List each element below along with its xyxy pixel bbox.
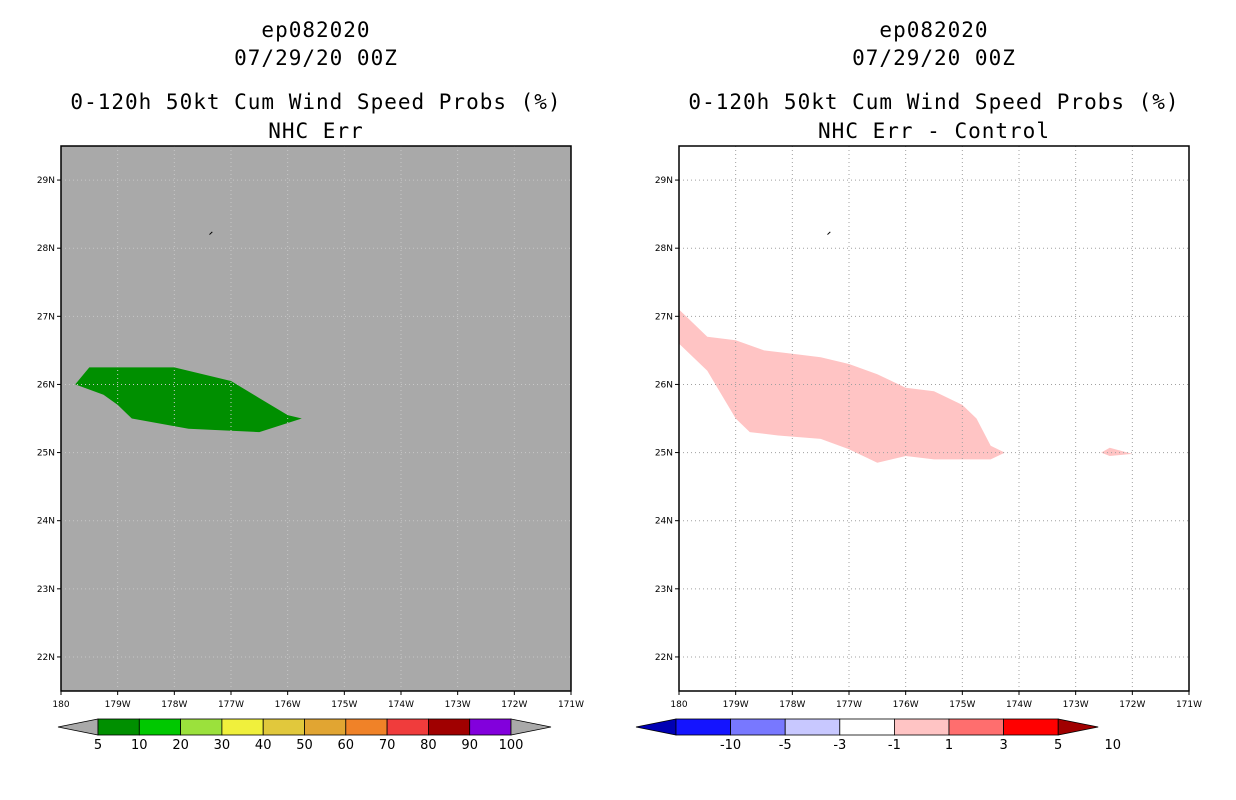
left-colorbar-segment <box>304 718 347 736</box>
right-colorbar-label: 1 <box>945 738 953 753</box>
right-colorbar-label: 3 <box>999 738 1007 753</box>
left-lat-label: 23N <box>37 585 55 595</box>
left-colorbar: 5 10 20 30 40 50 60 70 80 90 100 <box>57 718 552 753</box>
right-island-mark <box>827 231 831 235</box>
right-lat-label: 25N <box>655 449 673 459</box>
right-lon-label: 178W <box>779 700 805 710</box>
right-lon-label: 175W <box>949 700 975 710</box>
right-lat-label: 24N <box>655 517 673 527</box>
right-colorbar-segment <box>675 718 731 736</box>
left-colorbar-arrow-right <box>510 718 552 736</box>
right-colorbar-segment <box>730 718 786 736</box>
left-map-panel: 180 179W 178W 177W 176W 175W 174W 173W 172W 171W 2… <box>37 145 584 710</box>
left-title-variant: NHC Err <box>268 119 364 143</box>
right-colorbar-label: 5 <box>1054 738 1062 753</box>
left-colorbar-segment <box>469 718 512 736</box>
left-lon-label: 176W <box>275 700 301 710</box>
left-lon-label: 180 <box>52 700 69 710</box>
right-colorbar-arrow-right <box>1057 718 1099 736</box>
right-title-variant: NHC Err - Control <box>818 119 1050 143</box>
left-colorbar-label: 5 <box>94 738 102 753</box>
right-lon-label: 172W <box>1119 700 1145 710</box>
right-colorbar-label: -1 <box>888 738 901 753</box>
left-colorbar-label: 90 <box>461 738 478 753</box>
right-lat-label: 29N <box>655 176 673 186</box>
right-map-panel: 180 179W 178W 177W 176W 175W 174W 173W 172W 171W 2… <box>655 145 1202 710</box>
left-map-frame <box>60 145 572 692</box>
left-lat-label: 29N <box>37 176 55 186</box>
right-colorbar-arrow-left <box>635 718 677 736</box>
right-contour-region-2 <box>1101 447 1133 456</box>
right-lon-label: 177W <box>836 700 862 710</box>
left-title-date: 07/29/20 00Z <box>234 46 398 70</box>
right-title-model: ep082020 <box>879 18 989 42</box>
right-colorbar-label: -3 <box>833 738 846 753</box>
right-lat-label: 28N <box>655 244 673 254</box>
left-colorbar-label: 70 <box>379 738 396 753</box>
left-lat-label: 26N <box>37 380 55 390</box>
left-colorbar-label: 10 <box>131 738 148 753</box>
left-lat-label: 25N <box>37 449 55 459</box>
right-colorbar-segment <box>1003 718 1059 736</box>
right-colorbar-label: -5 <box>779 738 792 753</box>
left-colorbar-segment <box>386 718 429 736</box>
left-lon-label: 174W <box>388 700 414 710</box>
left-colorbar-segment <box>427 718 471 736</box>
right-colorbar-segment <box>894 718 950 736</box>
left-colorbar-label: 30 <box>214 738 231 753</box>
left-island-mark <box>209 231 213 235</box>
left-colorbar-label: 40 <box>255 738 272 753</box>
left-lon-label: 175W <box>331 700 357 710</box>
right-lon-label: 180 <box>670 700 687 710</box>
left-colorbar-segment <box>180 718 223 736</box>
left-lat-label: 27N <box>37 312 55 322</box>
left-lat-label: 28N <box>37 244 55 254</box>
right-contour-region-1 <box>679 309 1005 463</box>
left-colorbar-segment <box>221 718 264 736</box>
left-colorbar-label: 50 <box>296 738 313 753</box>
left-lon-label: 179W <box>105 700 131 710</box>
right-lon-label: 176W <box>893 700 919 710</box>
right-colorbar-segment <box>839 718 895 736</box>
right-title-product: 0-120h 50kt Cum Wind Speed Probs (%) <box>688 90 1180 114</box>
left-colorbar-label: 100 <box>499 738 524 753</box>
left-colorbar-segment <box>345 718 388 736</box>
left-lon-label: 171W <box>558 700 584 710</box>
right-lat-label: 22N <box>655 653 673 663</box>
right-colorbar-segment <box>948 718 1004 736</box>
right-map-frame <box>678 145 1190 692</box>
right-colorbar: -10 -5 -3 -1 1 3 5 10 <box>635 718 1122 753</box>
left-title-product: 0-120h 50kt Cum Wind Speed Probs (%) <box>70 90 562 114</box>
left-title-model: ep082020 <box>261 18 371 42</box>
right-title-date: 07/29/20 00Z <box>852 46 1016 70</box>
right-colorbar-segment <box>784 718 841 736</box>
left-colorbar-label: 80 <box>420 738 437 753</box>
right-lon-label: 174W <box>1006 700 1032 710</box>
left-colorbar-label: 60 <box>338 738 355 753</box>
left-colorbar-segment <box>97 718 140 736</box>
left-lon-label: 172W <box>501 700 527 710</box>
right-lat-label: 27N <box>655 312 673 322</box>
left-lat-label: 22N <box>37 653 55 663</box>
right-lon-label: 173W <box>1063 700 1089 710</box>
right-colorbar-label: 10 <box>1105 738 1122 753</box>
right-colorbar-label: -10 <box>720 738 741 753</box>
left-colorbar-label: 20 <box>172 738 189 753</box>
left-colorbar-segment <box>262 718 305 736</box>
left-lat-label: 24N <box>37 517 55 527</box>
right-lon-label: 179W <box>723 700 749 710</box>
left-contour-region-1 <box>75 367 302 433</box>
left-lon-label: 178W <box>161 700 187 710</box>
left-colorbar-segment <box>138 718 182 736</box>
left-lon-label: 173W <box>445 700 471 710</box>
left-colorbar-arrow-left <box>57 718 99 736</box>
right-lon-label: 171W <box>1176 700 1202 710</box>
left-lon-label: 177W <box>218 700 244 710</box>
right-lat-label: 26N <box>655 380 673 390</box>
right-lat-label: 23N <box>655 585 673 595</box>
